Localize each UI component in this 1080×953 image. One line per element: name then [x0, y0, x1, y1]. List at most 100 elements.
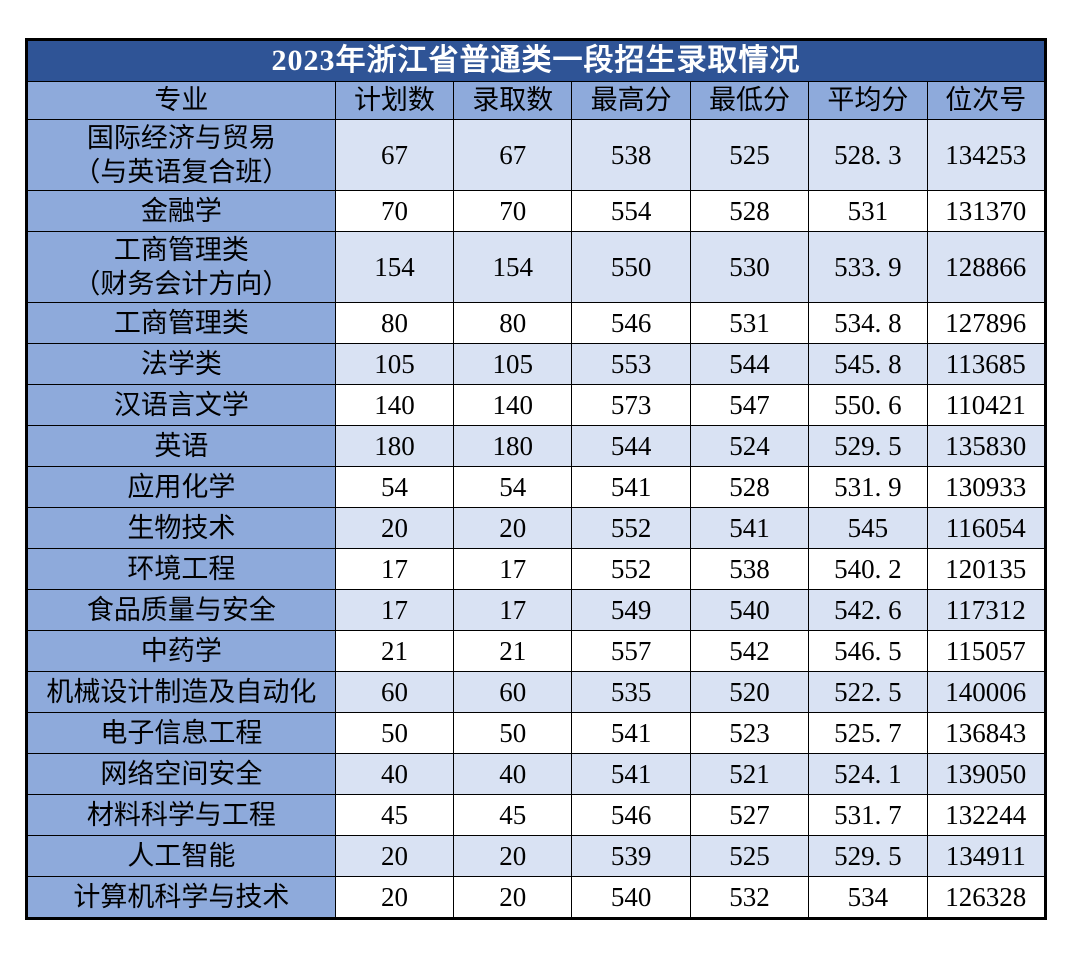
- avg-score-cell: 545: [808, 506, 928, 549]
- avg-score-cell: 534: [808, 875, 928, 919]
- max-score-cell: 546: [571, 793, 691, 836]
- plan-cell: 60: [334, 670, 455, 713]
- plan-cell: 105: [334, 342, 455, 385]
- min-score-cell: 531: [689, 301, 810, 344]
- min-score-cell: 540: [689, 588, 810, 631]
- rank-cell: 136843: [926, 711, 1047, 754]
- max-score-cell: 539: [571, 834, 691, 877]
- table-row: 应用化学 54 54 541 528 531. 9 130933: [26, 465, 1047, 508]
- max-score-cell: 554: [571, 189, 691, 232]
- major-cell: 法学类: [26, 342, 336, 385]
- admitted-cell: 40: [453, 752, 573, 795]
- avg-score-cell: 545. 8: [808, 342, 928, 385]
- min-score-cell: 528: [689, 189, 810, 232]
- major-cell: 中药学: [26, 629, 336, 672]
- admitted-cell: 17: [453, 588, 573, 631]
- admissions-table: 2023年浙江省普通类一段招生录取情况 专业 计划数 录取数 最高分 最低分 平…: [25, 38, 1047, 920]
- max-score-cell: 549: [571, 588, 691, 631]
- avg-score-cell: 546. 5: [808, 629, 928, 672]
- table-row: 材料科学与工程 45 45 546 527 531. 7 132244: [26, 793, 1047, 836]
- table-row: 生物技术 20 20 552 541 545 116054: [26, 506, 1047, 549]
- plan-cell: 20: [334, 834, 455, 877]
- title-row: 2023年浙江省普通类一段招生录取情况: [26, 39, 1046, 82]
- major-cell: 金融学: [26, 189, 336, 232]
- avg-score-cell: 540. 2: [808, 547, 928, 590]
- min-score-cell: 524: [689, 424, 810, 467]
- major-cell: 环境工程: [26, 547, 336, 590]
- admitted-cell: 45: [453, 793, 573, 836]
- plan-cell: 70: [334, 189, 455, 232]
- max-score-cell: 535: [571, 670, 691, 713]
- max-score-cell: 541: [571, 465, 691, 508]
- table-row: 电子信息工程 50 50 541 523 525. 7 136843: [26, 711, 1047, 754]
- table-row: 金融学 70 70 554 528 531 131370: [26, 189, 1047, 232]
- table-row: 机械设计制造及自动化 60 60 535 520 522. 5 140006: [26, 670, 1047, 713]
- admitted-cell: 50: [453, 711, 573, 754]
- avg-score-cell: 531. 9: [808, 465, 928, 508]
- major-cell: 工商管理类: [26, 301, 336, 344]
- rank-cell: 130933: [926, 465, 1047, 508]
- table-row: 工商管理类 （财务会计方向） 154 154 550 530 533. 9 12…: [26, 230, 1047, 303]
- admitted-cell: 20: [453, 506, 573, 549]
- major-cell: 机械设计制造及自动化: [26, 670, 336, 713]
- min-score-cell: 520: [689, 670, 810, 713]
- admitted-cell: 140: [453, 383, 573, 426]
- plan-cell: 154: [334, 230, 455, 303]
- min-score-cell: 532: [689, 875, 810, 919]
- table-row: 中药学 21 21 557 542 546. 5 115057: [26, 629, 1047, 672]
- avg-score-cell: 525. 7: [808, 711, 928, 754]
- admitted-cell: 60: [453, 670, 573, 713]
- col-header-plan: 计划数: [334, 80, 455, 120]
- rank-cell: 134911: [926, 834, 1047, 877]
- min-score-cell: 544: [689, 342, 810, 385]
- table-row: 英语 180 180 544 524 529. 5 135830: [26, 424, 1047, 467]
- max-score-cell: 546: [571, 301, 691, 344]
- table-row: 计算机科学与技术 20 20 540 532 534 126328: [26, 875, 1047, 919]
- min-score-cell: 523: [689, 711, 810, 754]
- rank-cell: 139050: [926, 752, 1047, 795]
- max-score-cell: 552: [571, 506, 691, 549]
- rank-cell: 132244: [926, 793, 1047, 836]
- avg-score-cell: 550. 6: [808, 383, 928, 426]
- plan-cell: 40: [334, 752, 455, 795]
- major-cell: 人工智能: [26, 834, 336, 877]
- max-score-cell: 552: [571, 547, 691, 590]
- rank-cell: 115057: [926, 629, 1047, 672]
- table-title: 2023年浙江省普通类一段招生录取情况: [26, 39, 1046, 82]
- max-score-cell: 544: [571, 424, 691, 467]
- rank-cell: 135830: [926, 424, 1047, 467]
- plan-cell: 67: [334, 118, 455, 191]
- avg-score-cell: 534. 8: [808, 301, 928, 344]
- max-score-cell: 541: [571, 711, 691, 754]
- admitted-cell: 17: [453, 547, 573, 590]
- min-score-cell: 528: [689, 465, 810, 508]
- admitted-cell: 20: [453, 875, 573, 919]
- admitted-cell: 80: [453, 301, 573, 344]
- major-cell: 国际经济与贸易 （与英语复合班）: [26, 118, 336, 191]
- avg-score-cell: 533. 9: [808, 230, 928, 303]
- rank-cell: 116054: [926, 506, 1047, 549]
- major-cell: 计算机科学与技术: [26, 875, 336, 919]
- plan-cell: 17: [334, 547, 455, 590]
- major-cell: 应用化学: [26, 465, 336, 508]
- plan-cell: 80: [334, 301, 455, 344]
- major-cell: 汉语言文学: [26, 383, 336, 426]
- max-score-cell: 550: [571, 230, 691, 303]
- rank-cell: 127896: [926, 301, 1047, 344]
- avg-score-cell: 528. 3: [808, 118, 928, 191]
- rank-cell: 113685: [926, 342, 1047, 385]
- admitted-cell: 20: [453, 834, 573, 877]
- avg-score-cell: 522. 5: [808, 670, 928, 713]
- major-cell: 英语: [26, 424, 336, 467]
- avg-score-cell: 529. 5: [808, 424, 928, 467]
- max-score-cell: 540: [571, 875, 691, 919]
- rank-cell: 128866: [926, 230, 1047, 303]
- col-header-admitted: 录取数: [453, 80, 573, 120]
- avg-score-cell: 531. 7: [808, 793, 928, 836]
- rank-cell: 131370: [926, 189, 1047, 232]
- major-cell: 生物技术: [26, 506, 336, 549]
- max-score-cell: 538: [571, 118, 691, 191]
- col-header-rank: 位次号: [926, 80, 1047, 120]
- plan-cell: 45: [334, 793, 455, 836]
- min-score-cell: 521: [689, 752, 810, 795]
